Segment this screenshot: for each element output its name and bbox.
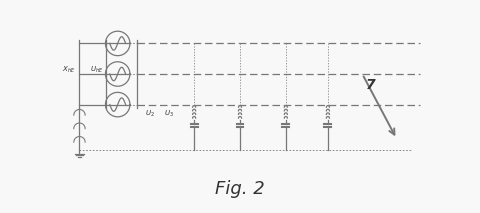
Text: Fig. 2: Fig. 2 (215, 180, 265, 198)
Text: 7: 7 (366, 78, 376, 92)
Text: $X_{HE}$: $X_{HE}$ (62, 65, 76, 75)
Text: $U_2$: $U_2$ (145, 109, 155, 119)
Text: $U_{HE}$: $U_{HE}$ (90, 65, 104, 75)
Text: $U_3$: $U_3$ (164, 109, 174, 119)
